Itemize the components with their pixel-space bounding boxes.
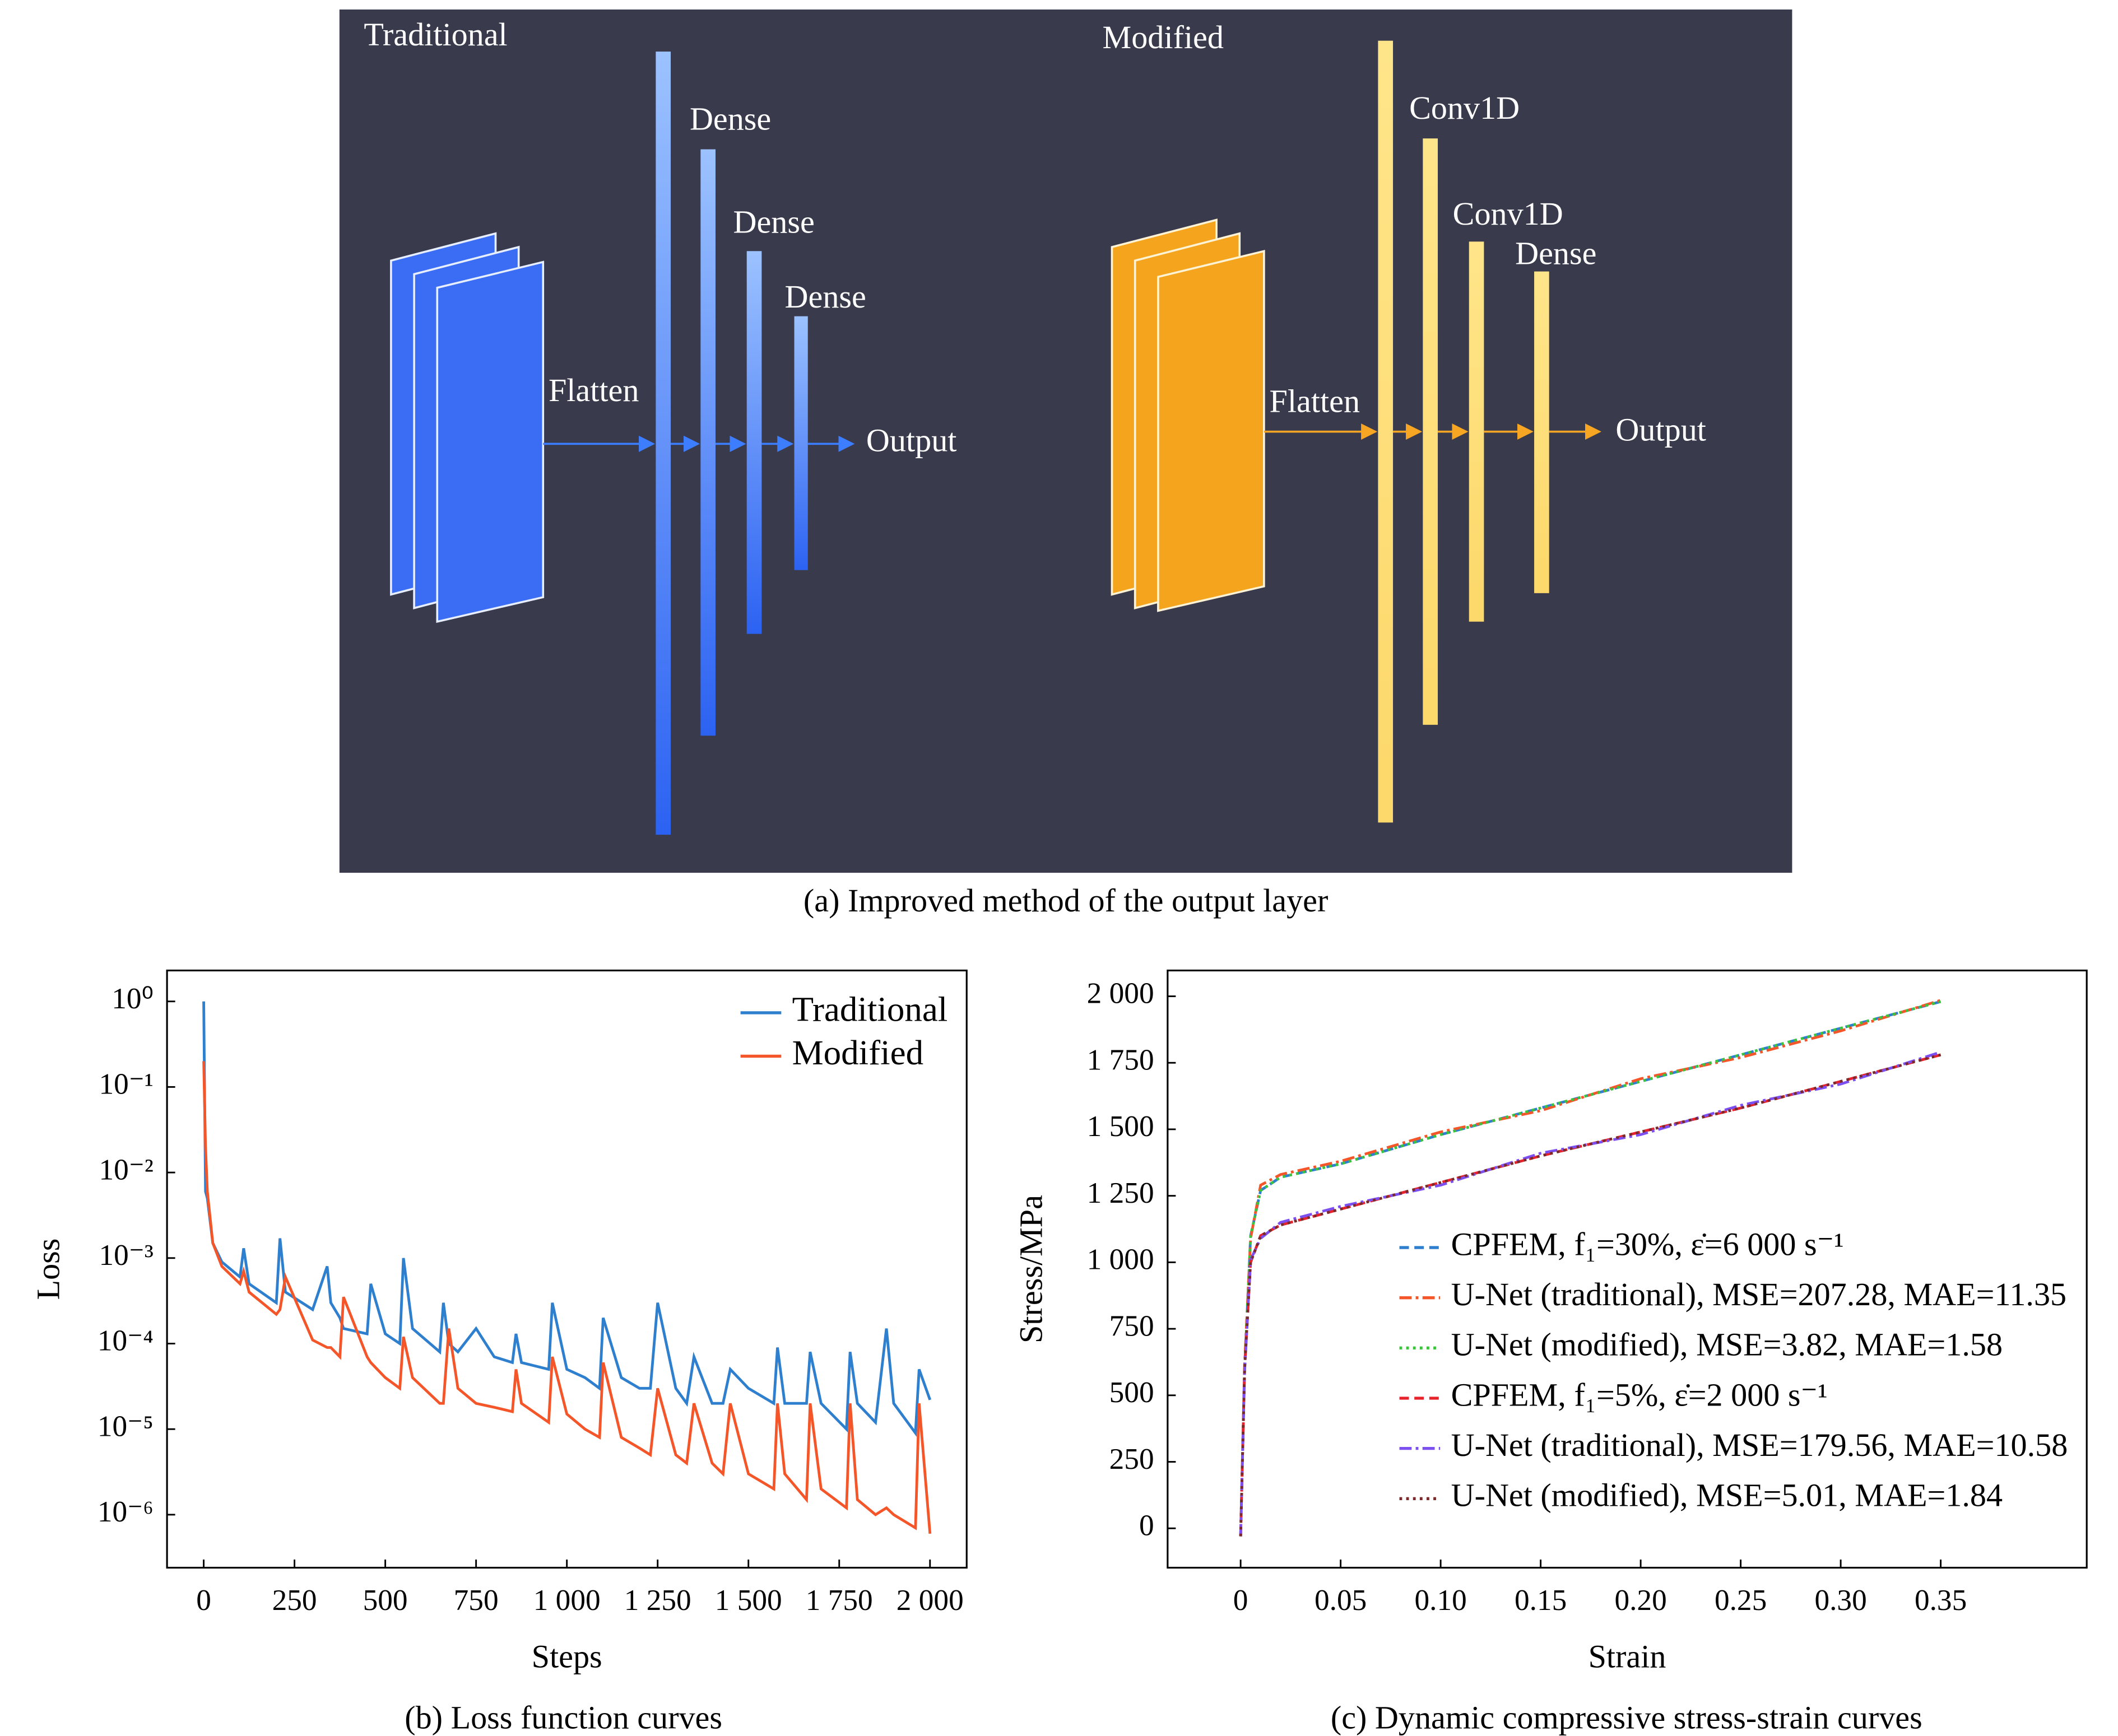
x-tick-label: 0.05 bbox=[1315, 1584, 1367, 1617]
x-axis-label: Steps bbox=[532, 1639, 602, 1675]
series-line bbox=[1239, 1000, 1942, 1537]
diagram-background bbox=[339, 9, 1792, 873]
caption: (c) Dynamic compressive stress-strain cu… bbox=[1331, 1700, 1922, 1736]
legend: Traditional Modified bbox=[740, 989, 948, 1072]
y-tick-label: 1 500 bbox=[1087, 1110, 1154, 1143]
y-tick-label: 10⁻⁶ bbox=[97, 1495, 154, 1528]
input-stack-modified bbox=[1111, 218, 1265, 612]
layer-label: Conv1D bbox=[1453, 196, 1563, 232]
y-tick-label: 1 000 bbox=[1087, 1243, 1154, 1276]
x-tick-label: 500 bbox=[363, 1584, 408, 1617]
diagram: Traditional Flatten Dense Dense Dense Ou… bbox=[339, 9, 1792, 919]
y-axis-label: Stress/MPa bbox=[1013, 1195, 1049, 1343]
y-tick-label: 10⁰ bbox=[112, 982, 154, 1015]
series-line bbox=[1239, 999, 1942, 1537]
legend-label: CPFEM, f₁=5%, ε̇=2 000 s⁻¹ bbox=[1451, 1376, 1828, 1413]
y-tick-label: 500 bbox=[1109, 1376, 1154, 1409]
x-tick-label: 1 500 bbox=[715, 1584, 782, 1617]
flatten-label: Flatten bbox=[1270, 383, 1360, 419]
plot-frame bbox=[166, 969, 968, 1569]
panel-title: Traditional bbox=[364, 16, 507, 53]
x-tick-label: 0.15 bbox=[1515, 1584, 1567, 1617]
y-tick-label: 10⁻³ bbox=[99, 1239, 153, 1272]
y-tick-label: 10⁻⁴ bbox=[97, 1324, 154, 1357]
x-tick-label: 0.25 bbox=[1715, 1584, 1767, 1617]
chart: 0 0.05 0.10 0.15 0.20 0.25 0.30 0.35 0 250 500 750 1… bbox=[1013, 969, 2088, 1736]
x-axis-label: Strain bbox=[1588, 1639, 1666, 1675]
x-tick-label: 0.30 bbox=[1814, 1584, 1866, 1617]
y-tick-label: 2 000 bbox=[1087, 977, 1154, 1010]
x-tick-label: 2 000 bbox=[897, 1584, 964, 1617]
conv-bars bbox=[1378, 40, 1549, 823]
legend-label: U-Net (traditional), MSE=179.56, MAE=10.… bbox=[1451, 1427, 2068, 1463]
output-label: Output bbox=[1615, 411, 1706, 448]
x-tick-label: 0 bbox=[1233, 1584, 1248, 1617]
legend-label: U-Net (modified), MSE=3.82, MAE=1.58 bbox=[1451, 1327, 2003, 1363]
series-line bbox=[1239, 1000, 1942, 1537]
legend: CPFEM, f₁=30%, ε̇=6 000 s⁻¹ U-Net (tradit… bbox=[1399, 1226, 2068, 1514]
layer-label: Dense bbox=[733, 204, 814, 240]
layer-label: Dense bbox=[785, 278, 866, 315]
y-tick-label: 250 bbox=[1109, 1442, 1154, 1476]
x-tick-label: 0.10 bbox=[1414, 1584, 1466, 1617]
x-tick-label: 0 bbox=[196, 1584, 211, 1617]
y-tick-label: 10⁻¹ bbox=[99, 1068, 153, 1101]
series-line bbox=[202, 1061, 932, 1534]
caption: (b) Loss function curves bbox=[405, 1700, 722, 1736]
caption: (a) Improved method of the output layer bbox=[803, 882, 1328, 919]
layer-label: Conv1D bbox=[1409, 90, 1520, 126]
plot-frame bbox=[1167, 969, 2088, 1569]
y-tick-label: 1 750 bbox=[1087, 1043, 1154, 1076]
legend-label: Modified bbox=[792, 1033, 923, 1072]
legend-label: Traditional bbox=[792, 989, 948, 1028]
y-tick-label: 750 bbox=[1109, 1309, 1154, 1342]
x-tick-label: 1 000 bbox=[533, 1584, 601, 1617]
y-tick-label: 1 250 bbox=[1087, 1176, 1154, 1209]
input-stack-traditional bbox=[390, 232, 545, 623]
legend-label: CPFEM, f₁=30%, ε̇=6 000 s⁻¹ bbox=[1451, 1226, 1844, 1262]
y-axis-label: Loss bbox=[30, 1239, 66, 1300]
y-tick-label: 10⁻⁵ bbox=[97, 1409, 154, 1442]
x-tick-label: 0.35 bbox=[1915, 1584, 1967, 1617]
legend-label: U-Net (traditional), MSE=207.28, MAE=11.… bbox=[1451, 1276, 2067, 1313]
panel-title: Modified bbox=[1103, 19, 1224, 55]
x-tick-label: 250 bbox=[272, 1584, 317, 1617]
flatten-label: Flatten bbox=[549, 372, 639, 408]
legend-label: U-Net (modified), MSE=5.01, MAE=1.84 bbox=[1451, 1477, 2003, 1514]
layer-label: Dense bbox=[690, 100, 771, 137]
x-tick-label: 1 750 bbox=[806, 1584, 873, 1617]
y-tick-label: 0 bbox=[1139, 1509, 1154, 1542]
y-tick-label: 10⁻² bbox=[99, 1153, 153, 1186]
x-tick-label: 1 250 bbox=[624, 1584, 691, 1617]
x-tick-label: 750 bbox=[454, 1584, 499, 1617]
chart: 0 250 500 750 1 000 1 250 1 500 1 750 2 000 10⁰ 10… bbox=[30, 969, 968, 1736]
dense-bars bbox=[656, 52, 808, 835]
output-label: Output bbox=[866, 422, 957, 459]
x-tick-label: 0.20 bbox=[1614, 1584, 1666, 1617]
layer-label: Dense bbox=[1515, 235, 1596, 271]
